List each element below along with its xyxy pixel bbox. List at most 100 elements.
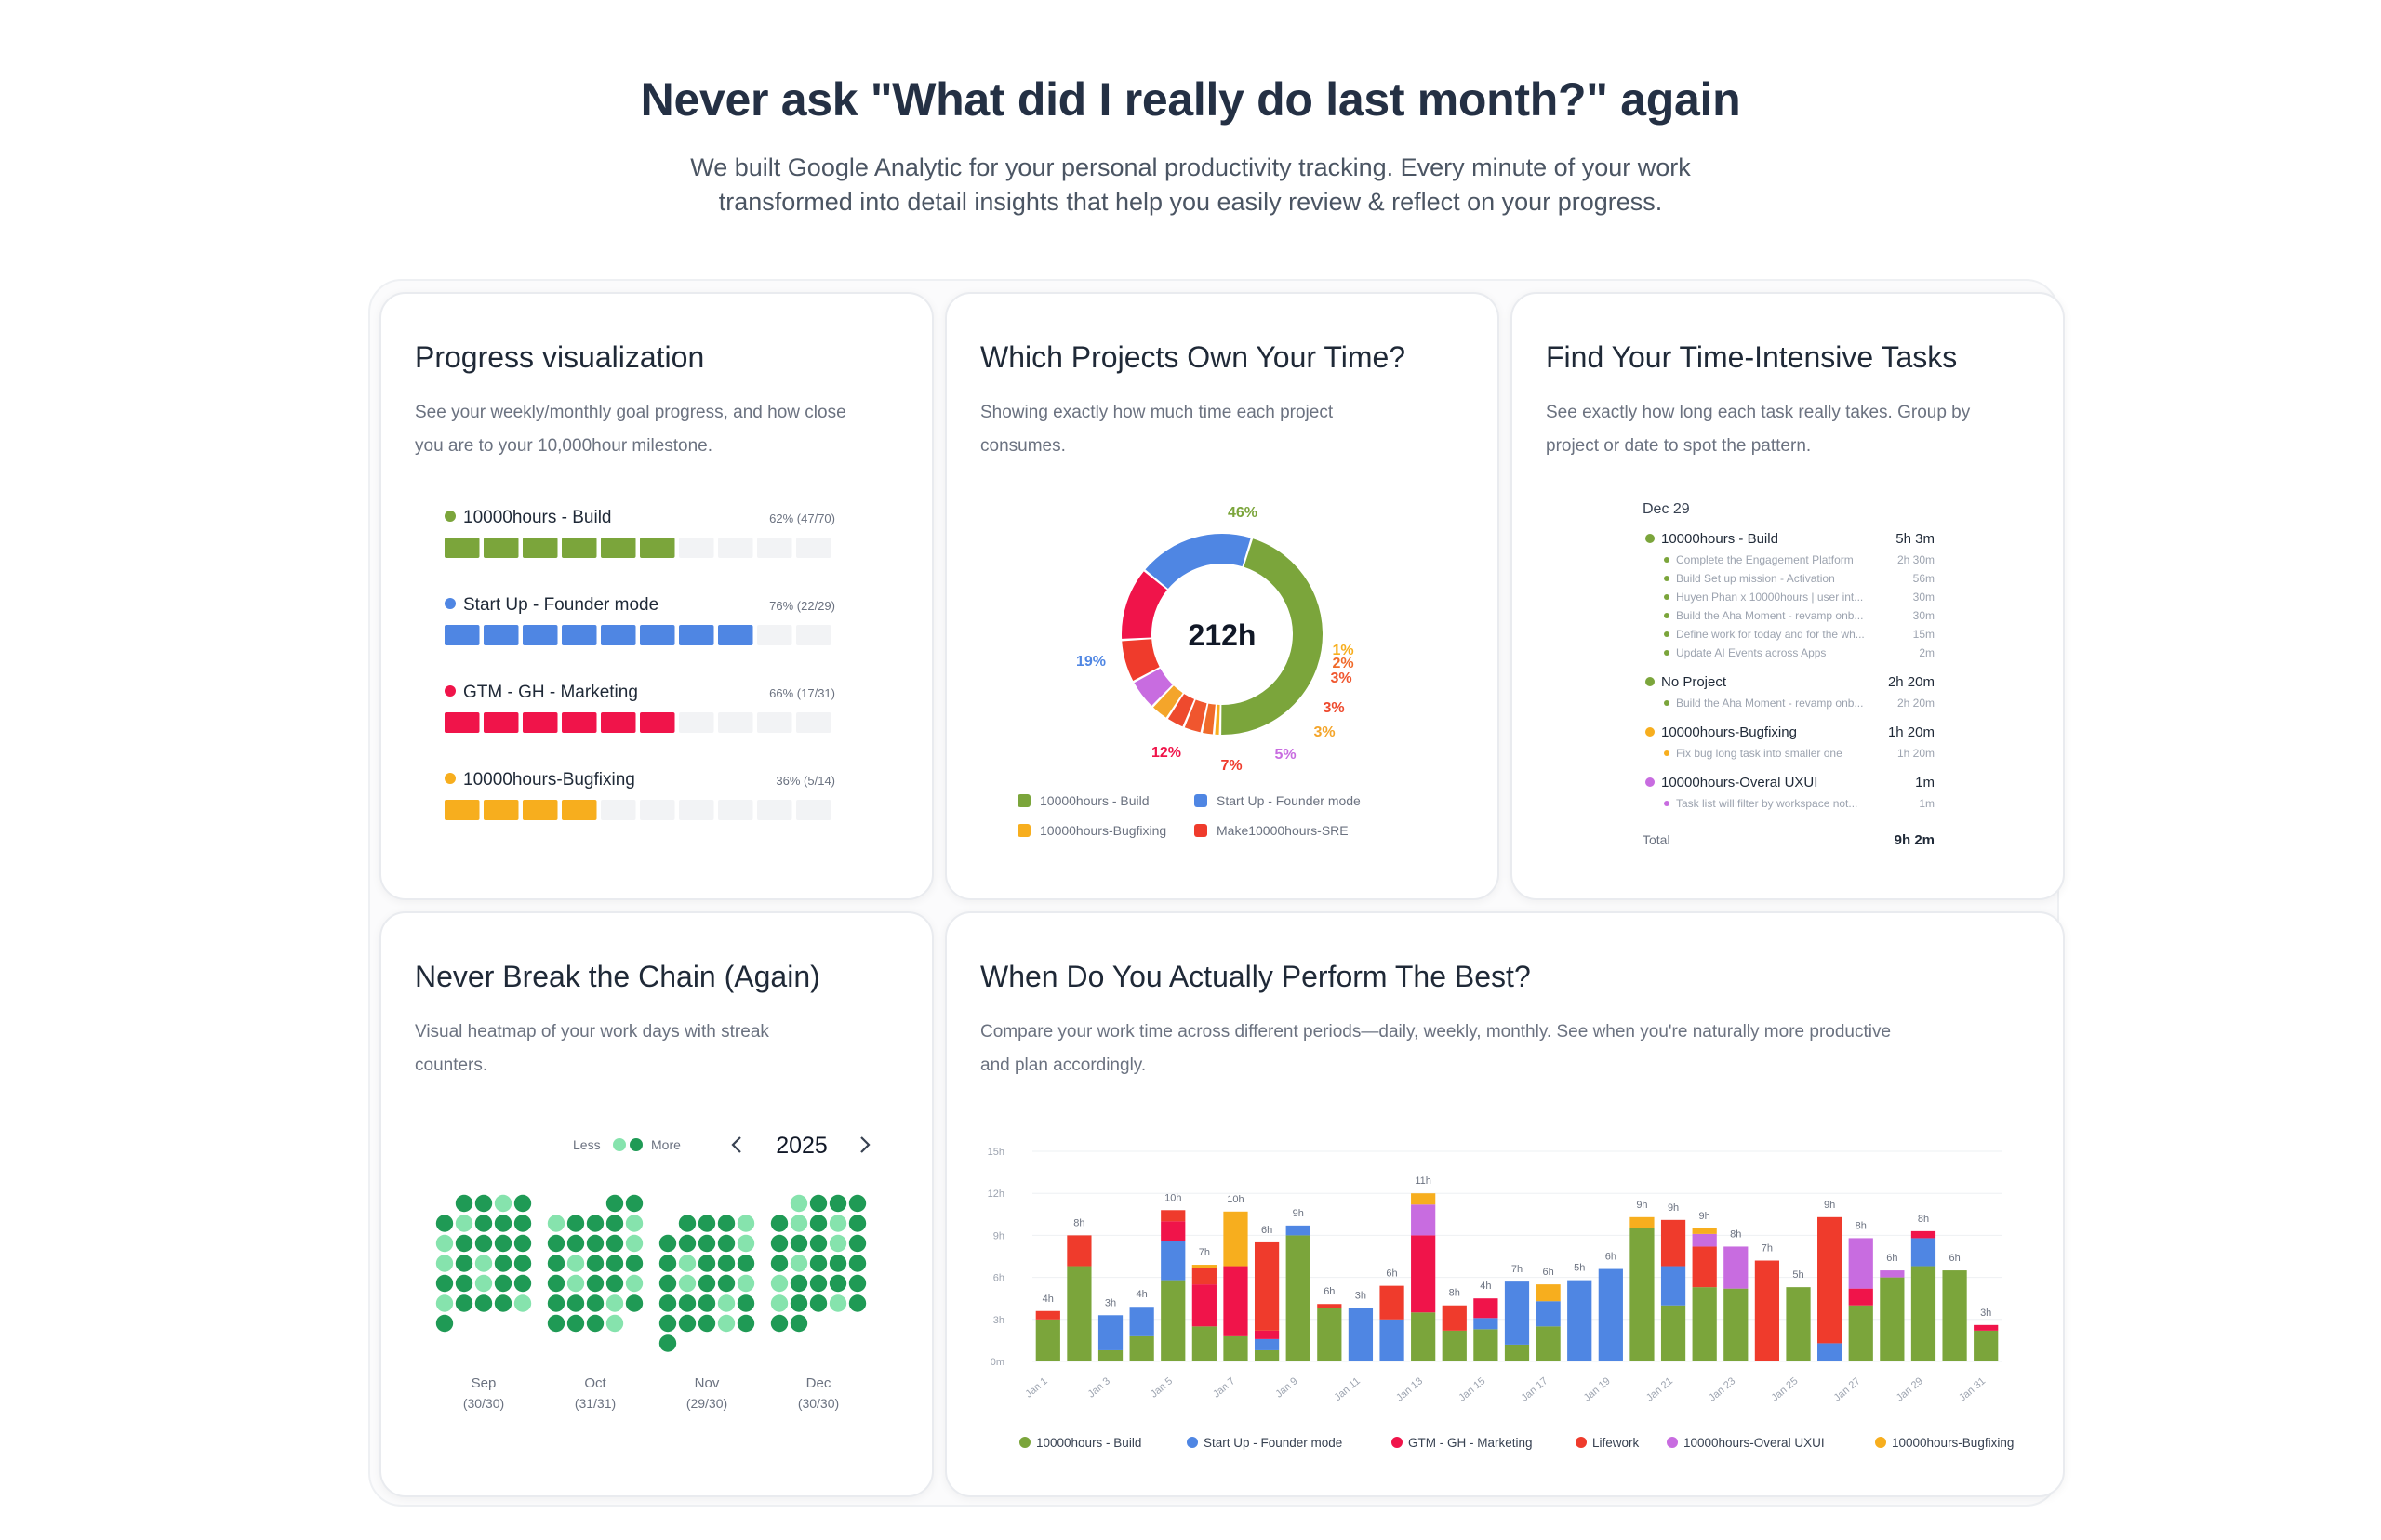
day-dot[interactable] (547, 1274, 565, 1293)
day-dot[interactable] (494, 1234, 512, 1253)
day-dot[interactable] (848, 1294, 867, 1312)
bar-segment[interactable] (1473, 1318, 1498, 1330)
day-dot[interactable] (809, 1294, 828, 1312)
bar-segment[interactable] (1191, 1265, 1217, 1268)
bar-segment[interactable] (1097, 1349, 1124, 1361)
day-dot[interactable] (717, 1215, 736, 1232)
bar-segment[interactable] (1692, 1287, 1717, 1361)
day-dot[interactable] (698, 1255, 716, 1272)
bar-segment[interactable] (1848, 1238, 1873, 1289)
bar-segment[interactable] (1317, 1308, 1342, 1361)
bar-segment[interactable] (1223, 1211, 1248, 1267)
day-dot[interactable] (790, 1215, 808, 1232)
day-dot[interactable] (809, 1194, 828, 1213)
day-dot[interactable] (848, 1274, 867, 1293)
day-dot[interactable] (698, 1314, 716, 1333)
day-dot[interactable] (848, 1234, 867, 1253)
day-dot[interactable] (435, 1314, 454, 1333)
day-dot[interactable] (566, 1274, 585, 1293)
day-dot[interactable] (547, 1314, 565, 1333)
bar-segment[interactable] (1723, 1246, 1749, 1289)
bar-segment[interactable] (1660, 1266, 1686, 1306)
bar-segment[interactable] (1880, 1277, 1905, 1361)
bar-segment[interactable] (1223, 1335, 1248, 1361)
day-dot[interactable] (678, 1294, 697, 1312)
day-dot[interactable] (605, 1274, 624, 1293)
bar-segment[interactable] (1035, 1319, 1060, 1361)
day-dot[interactable] (698, 1215, 716, 1232)
day-dot[interactable] (455, 1234, 473, 1253)
donut-slice[interactable] (1145, 534, 1251, 589)
bar-segment[interactable] (1754, 1260, 1780, 1361)
day-dot[interactable] (678, 1274, 697, 1293)
day-dot[interactable] (435, 1255, 454, 1272)
bar-segment[interactable] (1411, 1312, 1436, 1361)
day-dot[interactable] (770, 1234, 789, 1253)
bar-segment[interactable] (1191, 1284, 1217, 1327)
day-dot[interactable] (474, 1255, 493, 1272)
bar-segment[interactable] (1848, 1305, 1873, 1361)
day-dot[interactable] (474, 1274, 493, 1293)
bar-segment[interactable] (1660, 1305, 1686, 1361)
day-dot[interactable] (586, 1234, 605, 1253)
day-dot[interactable] (658, 1334, 677, 1352)
bar-segment[interactable] (1723, 1288, 1749, 1361)
day-dot[interactable] (717, 1234, 736, 1253)
day-dot[interactable] (848, 1194, 867, 1213)
bar-segment[interactable] (1848, 1288, 1873, 1306)
bar-segment[interactable] (1692, 1233, 1717, 1247)
bar-segment[interactable] (1442, 1330, 1467, 1361)
bar-segment[interactable] (1254, 1349, 1280, 1361)
day-dot[interactable] (790, 1274, 808, 1293)
bar-segment[interactable] (1660, 1219, 1686, 1267)
day-dot[interactable] (848, 1215, 867, 1232)
day-dot[interactable] (698, 1234, 716, 1253)
day-dot[interactable] (547, 1255, 565, 1272)
day-dot[interactable] (435, 1234, 454, 1253)
day-dot[interactable] (770, 1215, 789, 1232)
bar-segment[interactable] (1536, 1326, 1561, 1361)
day-dot[interactable] (513, 1215, 532, 1232)
day-dot[interactable] (566, 1314, 585, 1333)
day-dot[interactable] (455, 1255, 473, 1272)
day-dot[interactable] (698, 1294, 716, 1312)
day-dot[interactable] (455, 1194, 473, 1213)
day-dot[interactable] (455, 1215, 473, 1232)
bar-segment[interactable] (1035, 1310, 1060, 1320)
day-dot[interactable] (737, 1234, 755, 1253)
bar-segment[interactable] (1097, 1315, 1124, 1350)
donut-slice[interactable] (1122, 639, 1160, 681)
bar-segment[interactable] (1348, 1308, 1374, 1361)
bar-segment[interactable] (1880, 1270, 1905, 1278)
bar-segment[interactable] (1254, 1338, 1280, 1350)
day-dot[interactable] (809, 1255, 828, 1272)
day-dot[interactable] (737, 1314, 755, 1333)
day-dot[interactable] (586, 1314, 605, 1333)
bar-segment[interactable] (1536, 1301, 1561, 1327)
day-dot[interactable] (455, 1274, 473, 1293)
bar-segment[interactable] (1910, 1238, 1936, 1267)
day-dot[interactable] (790, 1255, 808, 1272)
day-dot[interactable] (737, 1274, 755, 1293)
day-dot[interactable] (625, 1294, 644, 1312)
day-dot[interactable] (547, 1294, 565, 1312)
day-dot[interactable] (566, 1294, 585, 1312)
day-dot[interactable] (513, 1194, 532, 1213)
day-dot[interactable] (678, 1314, 697, 1333)
bar-segment[interactable] (1974, 1330, 1999, 1361)
day-dot[interactable] (658, 1255, 677, 1272)
bar-segment[interactable] (1629, 1228, 1655, 1361)
day-dot[interactable] (566, 1234, 585, 1253)
day-dot[interactable] (678, 1234, 697, 1253)
bar-segment[interactable] (1692, 1228, 1717, 1234)
bar-segment[interactable] (1254, 1330, 1280, 1339)
day-dot[interactable] (737, 1215, 755, 1232)
day-dot[interactable] (829, 1255, 847, 1272)
bar-segment[interactable] (1129, 1335, 1154, 1361)
day-dot[interactable] (625, 1255, 644, 1272)
day-dot[interactable] (717, 1255, 736, 1272)
bar-segment[interactable] (1411, 1235, 1436, 1313)
day-dot[interactable] (605, 1255, 624, 1272)
bar-segment[interactable] (1504, 1281, 1530, 1345)
day-dot[interactable] (494, 1255, 512, 1272)
